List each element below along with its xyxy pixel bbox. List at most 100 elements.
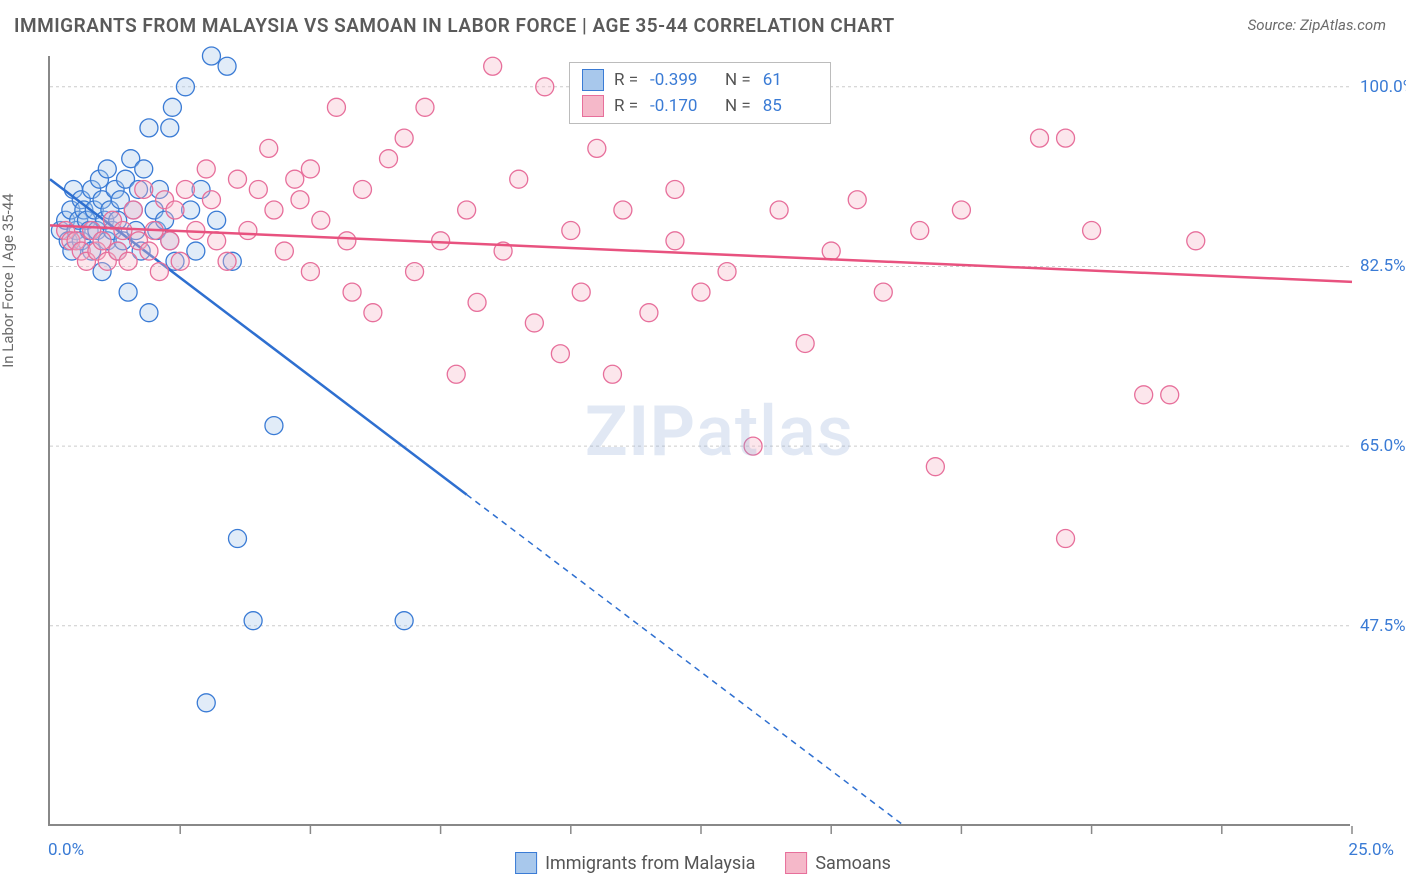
legend-n-label: N =: [725, 96, 751, 116]
data-point: [874, 283, 892, 301]
data-point: [218, 57, 236, 75]
source-label: Source: ZipAtlas.com: [1248, 16, 1386, 34]
data-point: [150, 263, 168, 281]
legend-swatch: [785, 852, 807, 874]
data-point: [432, 232, 450, 250]
data-point: [551, 345, 569, 363]
data-point: [562, 222, 580, 240]
data-point: [249, 180, 267, 198]
data-point: [718, 263, 736, 281]
legend-item: Samoans: [785, 852, 891, 874]
x-origin-label: 0.0%: [48, 840, 84, 860]
data-point: [416, 98, 434, 116]
data-point: [447, 365, 465, 383]
data-point: [1187, 232, 1205, 250]
data-point: [640, 304, 658, 322]
data-point: [291, 191, 309, 209]
legend-n-label: N =: [725, 70, 751, 90]
data-point: [926, 458, 944, 476]
data-point: [458, 201, 476, 219]
data-point: [187, 242, 205, 260]
correlation-legend: R = -0.399 N = 61 R = -0.170 N = 85: [569, 62, 831, 124]
legend-row: R = -0.399 N = 61: [582, 67, 818, 93]
data-point: [218, 252, 236, 270]
legend-n-value: 61: [763, 70, 818, 90]
data-point: [406, 263, 424, 281]
legend-swatch: [582, 69, 604, 91]
data-point: [1057, 129, 1075, 147]
data-point: [525, 314, 543, 332]
legend-r-value: -0.399: [650, 70, 705, 90]
data-point: [301, 160, 319, 178]
scatter-plot: [48, 56, 1350, 826]
data-point: [510, 170, 528, 188]
data-point: [171, 252, 189, 270]
data-point: [202, 47, 220, 65]
data-point: [119, 252, 137, 270]
legend-label: Immigrants from Malaysia: [545, 853, 755, 874]
data-point: [484, 57, 502, 75]
data-point: [822, 242, 840, 260]
data-point: [603, 365, 621, 383]
data-point: [140, 119, 158, 137]
y-axis-label: In Labor Force | Age 35-44: [0, 193, 17, 367]
data-point: [338, 232, 356, 250]
data-point: [135, 180, 153, 198]
legend-swatch: [582, 95, 604, 117]
data-point: [176, 180, 194, 198]
data-point: [208, 211, 226, 229]
data-point: [343, 283, 361, 301]
data-point: [744, 437, 762, 455]
data-point: [208, 232, 226, 250]
legend-item: Immigrants from Malaysia: [515, 852, 755, 874]
data-point: [161, 119, 179, 137]
data-point: [119, 283, 137, 301]
data-point: [588, 139, 606, 157]
data-point: [796, 334, 814, 352]
data-point: [952, 201, 970, 219]
data-point: [114, 222, 132, 240]
data-point: [1057, 530, 1075, 548]
legend-row: R = -0.170 N = 85: [582, 93, 818, 119]
data-point: [301, 263, 319, 281]
legend-r-label: R =: [614, 96, 638, 116]
data-point: [614, 201, 632, 219]
legend-swatch: [515, 852, 537, 874]
data-point: [93, 232, 111, 250]
y-tick-label: 47.5%: [1360, 616, 1406, 636]
data-point: [353, 180, 371, 198]
trend-line: [50, 225, 1352, 281]
data-point: [166, 201, 184, 219]
data-point: [468, 293, 486, 311]
data-point: [1135, 386, 1153, 404]
data-point: [395, 129, 413, 147]
data-point: [770, 201, 788, 219]
data-point: [536, 78, 554, 96]
trend-line-extrapolated: [467, 495, 905, 826]
legend-r-label: R =: [614, 70, 638, 90]
series-legend: Immigrants from Malaysia Samoans: [515, 852, 891, 874]
data-point: [275, 242, 293, 260]
data-point: [1083, 222, 1101, 240]
data-point: [380, 150, 398, 168]
data-point: [327, 98, 345, 116]
legend-label: Samoans: [815, 853, 891, 874]
data-point: [228, 530, 246, 548]
data-point: [911, 222, 929, 240]
chart-title: IMMIGRANTS FROM MALAYSIA VS SAMOAN IN LA…: [14, 14, 895, 37]
y-tick-label: 82.5%: [1360, 256, 1406, 276]
data-point: [286, 170, 304, 188]
data-point: [666, 180, 684, 198]
data-point: [135, 160, 153, 178]
data-point: [1161, 386, 1179, 404]
legend-r-value: -0.170: [650, 96, 705, 116]
data-point: [239, 222, 257, 240]
data-point: [260, 139, 278, 157]
data-point: [202, 191, 220, 209]
data-point: [312, 211, 330, 229]
data-point: [140, 304, 158, 322]
data-point: [1031, 129, 1049, 147]
data-point: [163, 98, 181, 116]
legend-n-value: 85: [763, 96, 818, 116]
data-point: [140, 242, 158, 260]
